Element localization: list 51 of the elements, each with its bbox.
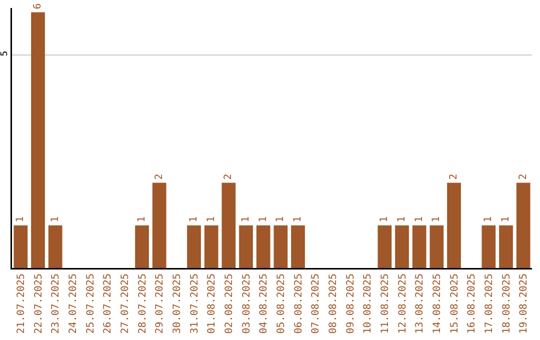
x-tick-label: 19.08.2025 — [518, 274, 530, 334]
x-tick-label: 27.07.2025 — [120, 274, 131, 334]
data-label: 2 — [518, 174, 529, 180]
x-tick-label: 03.08.2025 — [241, 274, 252, 334]
x-tick-label: 24.07.2025 — [68, 274, 79, 334]
data-label: 1 — [258, 216, 269, 222]
x-tick-label: 14.08.2025 — [432, 274, 443, 334]
data-label: 2 — [448, 174, 460, 180]
x-tick-label: 21.07.2025 — [16, 274, 27, 334]
data-label: 1 — [500, 216, 512, 222]
x-tick-label: 18.08.2025 — [501, 274, 512, 334]
x-tick-label: 31.07.2025 — [189, 274, 200, 334]
x-tick-label: 15.08.2025 — [449, 274, 460, 334]
x-tick-label: 09.08.2025 — [345, 274, 356, 334]
x-tick-label: 16.08.2025 — [466, 274, 478, 334]
data-label: 1 — [431, 216, 442, 222]
x-tick-label: 13.08.2025 — [414, 274, 426, 334]
data-label: 1 — [50, 216, 61, 222]
x-tick-label: 06.08.2025 — [293, 274, 304, 334]
x-tick-label: 23.07.2025 — [50, 274, 62, 334]
x-tick-label: 17.08.2025 — [484, 274, 495, 334]
x-tick-label: 26.07.2025 — [102, 274, 114, 334]
x-tick-label: 02.08.2025 — [224, 274, 235, 334]
x-tick-label: 11.08.2025 — [380, 274, 391, 334]
x-tick-label: 28.07.2025 — [137, 274, 148, 334]
x-tick-label: 05.08.2025 — [276, 274, 287, 334]
data-label: 1 — [188, 216, 200, 222]
data-label: 1 — [292, 216, 304, 222]
data-label: 1 — [136, 216, 148, 222]
data-label: 1 — [206, 216, 217, 222]
x-tick-label: 22.07.2025 — [33, 274, 44, 334]
data-label: 2 — [223, 174, 234, 180]
x-tick-label: 29.07.2025 — [154, 274, 166, 334]
data-label: 1 — [414, 216, 425, 222]
data-label: 1 — [275, 216, 286, 222]
x-tick-label: 30.07.2025 — [172, 274, 183, 334]
data-label: 1 — [379, 216, 390, 222]
x-tick-label: 04.08.2025 — [258, 274, 270, 334]
y-tick-label: 5 — [0, 50, 10, 56]
data-label: 1 — [15, 216, 26, 222]
x-tick-label: 10.08.2025 — [362, 274, 374, 334]
data-label: 1 — [396, 216, 408, 222]
data-label: 1 — [240, 216, 252, 222]
data-label: 6 — [32, 3, 44, 10]
data-label: 2 — [154, 174, 165, 180]
data-label: 1 — [483, 216, 494, 222]
x-tick-label: 01.08.2025 — [206, 274, 218, 334]
x-tick-label: 25.07.2025 — [85, 274, 96, 334]
x-tick-label: 07.08.2025 — [310, 274, 322, 334]
x-tick-label: 12.08.2025 — [397, 274, 408, 334]
x-tick-label: 08.08.2025 — [328, 274, 339, 334]
